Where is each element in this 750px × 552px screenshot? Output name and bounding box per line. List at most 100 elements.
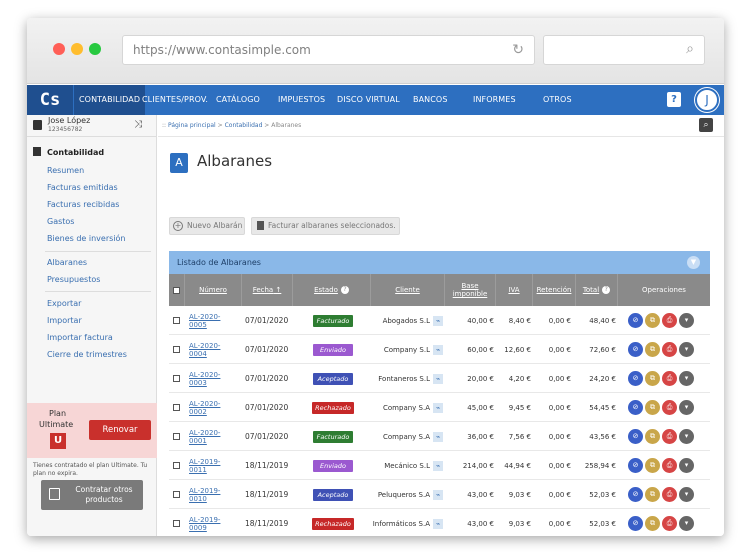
albaran-number-link[interactable]: AL-2020-0001 [189,428,221,445]
chevron-down-icon[interactable]: ▼ [687,256,700,269]
row-checkbox[interactable] [173,306,183,335]
header-retencion[interactable]: Retención [533,274,576,306]
albaran-number-link[interactable]: AL-2020-0002 [189,399,221,416]
albaran-number-link[interactable]: AL-2020-0004 [189,341,221,358]
albaran-number-link[interactable]: AL-2020-0005 [189,312,221,329]
sidebar-item-gastos[interactable]: Gastos [47,217,75,226]
attach-icon[interactable]: ⊘ [628,313,643,328]
more-options-icon[interactable]: ▾ [679,516,694,531]
copy-icon[interactable]: ⧉ [645,342,660,357]
new-albaran-button[interactable]: + Nuevo Albarán [169,217,245,235]
sidebar-item-importar-factura[interactable]: Importar factura [47,333,113,342]
nav-catalogo[interactable]: CATÁLOGO [216,95,260,104]
logo[interactable]: Cs [27,85,73,115]
nav-contabilidad[interactable]: CONTABILIDAD [74,85,146,115]
help-icon[interactable]: ? [667,92,681,107]
nav-informes[interactable]: INFORMES [473,95,516,104]
sidebar-item-cierre[interactable]: Cierre de trimestres [47,350,127,359]
nav-bancos[interactable]: BANCOS [413,95,448,104]
nav-disco-virtual[interactable]: DISCO VIRTUAL [337,95,400,104]
address-bar[interactable]: https://www.contasimple.com ↻ [122,35,535,65]
collapse-sidebar-icon[interactable]: ⤨ [134,119,142,130]
attach-icon[interactable]: ⊘ [628,371,643,386]
select-all-checkbox[interactable] [169,274,185,306]
header-fecha[interactable]: Fecha ↑ [242,274,293,306]
copy-icon[interactable]: ⧉ [645,458,660,473]
copy-icon[interactable]: ⧉ [645,371,660,386]
more-options-icon[interactable]: ▾ [679,342,694,357]
albaran-number-link[interactable]: AL-2019-0011 [189,457,221,474]
attach-icon[interactable]: ⊘ [628,400,643,415]
close-window-button[interactable] [53,43,65,55]
sidebar-item-facturas-emitidas[interactable]: Facturas emitidas [47,183,118,192]
sidebar-item-importar[interactable]: Importar [47,316,82,325]
breadcrumb-section[interactable]: Contabilidad [224,122,263,129]
row-checkbox[interactable] [173,480,183,509]
header-base[interactable]: Base imponible [445,274,496,306]
chart-icon[interactable]: ⌁ [433,315,443,326]
chart-icon[interactable]: ⌁ [433,431,443,442]
row-checkbox[interactable] [173,335,183,364]
attach-icon[interactable]: ⊘ [628,429,643,444]
nav-impuestos[interactable]: IMPUESTOS [278,95,326,104]
copy-icon[interactable]: ⧉ [645,313,660,328]
chart-icon[interactable]: ⌁ [433,344,443,355]
invoice-selected-button[interactable]: Facturar albaranes seleccionados. [251,217,400,235]
copy-icon[interactable]: ⧉ [645,400,660,415]
more-options-icon[interactable]: ▾ [679,458,694,473]
attach-icon[interactable]: ⊘ [628,487,643,502]
header-cliente[interactable]: Cliente [371,274,445,306]
chart-icon[interactable]: ⌁ [433,518,443,529]
renew-button[interactable]: Renovar [89,420,151,440]
sidebar-item-bienes[interactable]: Bienes de inversión [47,234,126,243]
copy-icon[interactable]: ⧉ [645,487,660,502]
sidebar-item-albaranes[interactable]: Albaranes [47,258,88,267]
print-icon[interactable]: ⎙ [662,487,677,502]
chart-icon[interactable]: ⌁ [433,489,443,500]
print-icon[interactable]: ⎙ [662,313,677,328]
more-options-icon[interactable]: ▾ [679,487,694,502]
minimize-window-button[interactable] [71,43,83,55]
more-options-icon[interactable]: ▾ [679,371,694,386]
copy-icon[interactable]: ⧉ [645,429,660,444]
sidebar-item-resumen[interactable]: Resumen [47,166,85,175]
attach-icon[interactable]: ⊘ [628,458,643,473]
print-icon[interactable]: ⎙ [662,516,677,531]
sidebar-item-presupuestos[interactable]: Presupuestos [47,275,101,284]
buy-products-button[interactable]: Contratar otros productos [41,480,143,510]
browser-search-input[interactable]: ⌕ [543,35,705,65]
print-icon[interactable]: ⎙ [662,458,677,473]
albaran-number-link[interactable]: AL-2019-0009 [189,515,221,532]
copy-icon[interactable]: ⧉ [645,516,660,531]
row-checkbox[interactable] [173,509,183,536]
nav-otros[interactable]: OTROS [543,95,572,104]
more-options-icon[interactable]: ▾ [679,429,694,444]
breadcrumb-home[interactable]: Página principal [167,122,216,129]
header-estado[interactable]: Estado? [293,274,371,306]
print-icon[interactable]: ⎙ [662,429,677,444]
search-icon[interactable]: ⌕ [699,118,713,132]
print-icon[interactable]: ⎙ [662,342,677,357]
chart-icon[interactable]: ⌁ [433,373,443,384]
row-checkbox[interactable] [173,393,183,422]
attach-icon[interactable]: ⊘ [628,516,643,531]
row-checkbox[interactable] [173,422,183,451]
sidebar-item-exportar[interactable]: Exportar [47,299,82,308]
row-checkbox[interactable] [173,364,183,393]
header-iva[interactable]: IVA [496,274,533,306]
chart-icon[interactable]: ⌁ [433,402,443,413]
row-checkbox[interactable] [173,451,183,480]
header-total[interactable]: Total? [576,274,618,306]
chart-icon[interactable]: ⌁ [433,460,443,471]
more-options-icon[interactable]: ▾ [679,313,694,328]
nav-clientes[interactable]: CLIENTES/PROV. [142,95,209,104]
albaran-number-link[interactable]: AL-2019-0010 [189,486,221,503]
attach-icon[interactable]: ⊘ [628,342,643,357]
avatar[interactable]: J [695,88,719,112]
print-icon[interactable]: ⎙ [662,400,677,415]
sidebar-item-facturas-recibidas[interactable]: Facturas recibidas [47,200,120,209]
more-options-icon[interactable]: ▾ [679,400,694,415]
reload-icon[interactable]: ↻ [512,42,524,58]
header-numero[interactable]: Número [185,274,242,306]
print-icon[interactable]: ⎙ [662,371,677,386]
